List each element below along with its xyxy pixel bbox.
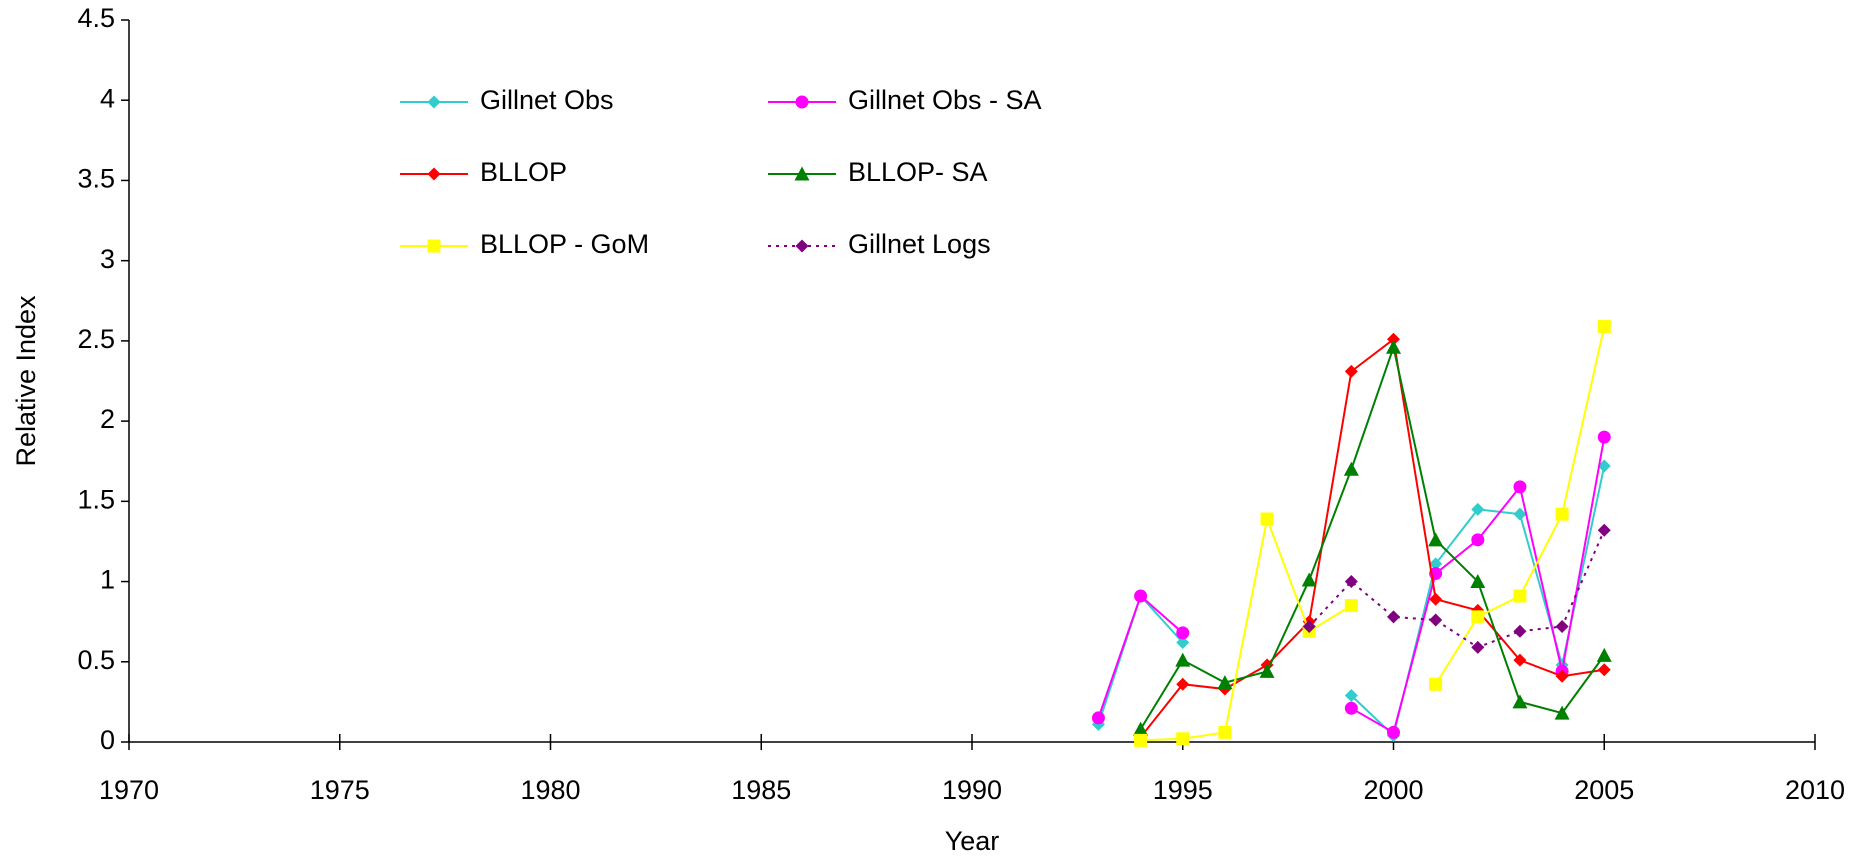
data-point [1386,339,1401,354]
y-tick-label: 2.5 [77,324,115,354]
x-tick-label: 1980 [520,775,580,805]
data-point [1471,533,1485,547]
series-line [1139,343,1606,730]
x-tick-label: 2010 [1785,775,1845,805]
data-point [1471,640,1485,654]
y-tick-label: 0 [100,725,115,755]
data-point [1344,688,1358,702]
data-point [1597,663,1611,677]
data-point [1429,613,1443,627]
data-point [1555,619,1569,633]
data-point [1344,599,1358,613]
x-tick-label: 2005 [1574,775,1634,805]
data-point [1513,624,1527,638]
data-point [1597,523,1611,537]
legend-marker [427,167,441,181]
data-point [1176,626,1190,640]
x-tick-label: 1970 [99,775,159,805]
data-point [1176,636,1190,650]
legend-label: Gillnet Logs [848,229,991,259]
y-tick-label: 1.5 [77,484,115,514]
data-point [1301,572,1317,587]
legend-marker [427,239,441,253]
x-tick-label: 2000 [1363,775,1423,805]
x-tick-label: 1995 [1153,775,1213,805]
data-point [1429,557,1443,571]
data-point [1091,711,1105,725]
data-point [1428,532,1444,547]
legend-label: BLLOP - GoM [480,229,649,259]
y-tick-label: 4 [100,83,115,113]
data-point [1470,574,1486,589]
legend-label: Gillnet Obs [480,85,614,115]
y-tick-label: 3.5 [77,164,115,194]
legend-marker [427,95,441,109]
y-axis-title: Relative Index [11,295,41,467]
data-point [1387,725,1400,739]
data-point [1555,507,1569,521]
data-point [1387,332,1400,346]
data-point [1176,677,1190,691]
data-point [1259,663,1275,678]
y-tick-label: 1 [100,565,115,595]
x-tick-label: 1985 [731,775,791,805]
data-point [1134,733,1148,747]
data-point [1175,652,1191,667]
data-point [1218,725,1232,739]
data-point [1513,507,1527,521]
data-point [1133,721,1149,736]
legend-label: BLLOP [480,157,567,187]
series-line [1308,529,1606,649]
data-point [1596,647,1612,662]
data-point [1513,653,1527,667]
y-tick-label: 0.5 [77,645,115,675]
y-tick-label: 2 [100,404,115,434]
data-point [1555,669,1569,683]
data-point [1471,502,1485,516]
series-line [1139,337,1605,738]
data-point [1597,430,1611,444]
data-point [1344,364,1358,378]
legend-marker [795,239,809,253]
data-point [1597,319,1611,333]
series-line [1140,326,1606,742]
x-tick-label: 1990 [942,775,1002,805]
data-point [1176,732,1190,746]
data-point [1471,610,1485,624]
data-point [1513,480,1527,494]
x-tick-label: 1975 [310,775,370,805]
legend-marker [795,95,809,109]
data-point [1260,512,1274,526]
data-point [1134,589,1148,603]
data-point [1344,575,1358,589]
data-point [1387,610,1400,624]
data-point [1217,675,1233,690]
data-point [1597,459,1611,473]
data-point [1512,694,1528,709]
legend-label: Gillnet Obs - SA [848,85,1042,115]
data-point [1554,705,1570,720]
data-point [1429,592,1443,606]
data-point [1429,677,1443,691]
y-tick-label: 4.5 [77,3,115,33]
data-point [1344,701,1358,715]
x-axis-title: Year [945,826,1000,856]
data-point [1513,589,1527,603]
legend-marker [794,166,810,181]
data-point [1302,619,1316,633]
y-tick-label: 3 [100,244,115,274]
legend-label: BLLOP- SA [848,157,988,187]
data-point [1343,461,1359,476]
